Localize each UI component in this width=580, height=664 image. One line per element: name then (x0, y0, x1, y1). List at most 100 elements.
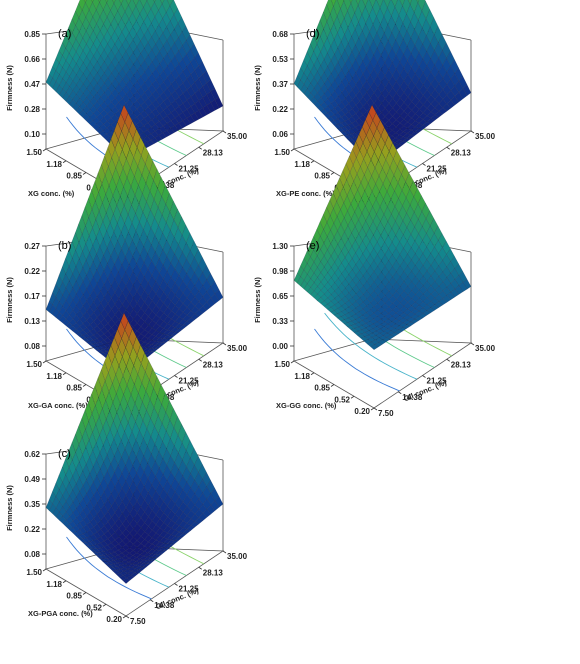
z-tick-label: 0.85 (24, 30, 40, 39)
y-tick-mark (150, 599, 154, 603)
x-tick-label: 1.18 (294, 372, 310, 381)
x-axis: 1.50 1.18 0.85 0.52 0.20 XG-PGA conc. (%) (26, 568, 127, 624)
base-contour-1 (314, 328, 400, 392)
panel-label: (e) (306, 240, 319, 252)
x-tick-label: 0.85 (66, 172, 82, 181)
x-tick-mark (42, 148, 47, 152)
x-tick-mark (62, 580, 67, 584)
z-axis: 1.30 0.98 0.65 0.33 0.00 Firmness (N) (253, 242, 294, 351)
z-tick-label: 0.08 (24, 342, 40, 351)
z-tick-label: 0.06 (272, 130, 288, 139)
z-tick-label: 0.27 (24, 242, 40, 251)
x-tick-mark (122, 615, 127, 619)
z-tick-label: 0.08 (24, 550, 40, 559)
z-tick-label: 0.37 (272, 80, 288, 89)
surface-e (293, 104, 472, 350)
y-tick-mark (398, 391, 402, 395)
z-tick-label: 0.00 (272, 342, 288, 351)
y-tick-label: 21.25 (179, 165, 200, 174)
y-tick-label: 21.25 (427, 165, 448, 174)
surface-a (45, 0, 224, 160)
z-tick-label: 0.35 (24, 500, 40, 509)
x-tick-mark (370, 407, 375, 411)
base-contour-1 (66, 536, 152, 600)
y-tick-label: 21.25 (179, 377, 200, 386)
z-tick-label: 0.62 (24, 450, 40, 459)
x-tick-label: 1.50 (274, 148, 290, 157)
x-tick-mark (290, 360, 295, 364)
x-tick-mark (42, 360, 47, 364)
surface-plot-a: (a) 0.85 0.66 0.47 0.28 0.10 Firmness (N) 1.50 1… (5, 0, 248, 206)
x-tick-label: 1.50 (274, 360, 290, 369)
x-tick-label: 1.50 (26, 568, 42, 577)
x-tick-label: 1.18 (46, 160, 62, 169)
y-tick-mark (446, 358, 450, 362)
y-axis-label: Oil conc. (%) (402, 378, 448, 404)
panel-label: (b) (58, 240, 71, 252)
y-tick-label: 35.00 (227, 552, 248, 561)
y-tick-label: 28.13 (203, 148, 224, 157)
y-tick-mark (422, 163, 426, 166)
x-tick-label: 1.18 (294, 160, 310, 169)
z-axis: 0.62 0.49 0.35 0.22 0.08 Firmness (N) (5, 450, 46, 559)
z-axis: 0.27 0.22 0.17 0.13 0.08 Firmness (N) (5, 242, 46, 351)
y-tick-label: 7.50 (130, 617, 146, 626)
x-tick-mark (82, 172, 87, 175)
x-tick-mark (330, 172, 335, 175)
z-axis-label: Firmness (N) (5, 277, 14, 323)
x-tick-mark (62, 372, 67, 376)
z-axis: 0.85 0.66 0.47 0.28 0.10 Firmness (N) (5, 30, 46, 139)
x-tick-mark (42, 568, 47, 572)
z-tick-label: 0.98 (272, 267, 288, 276)
z-axis: 0.68 0.53 0.37 0.22 0.06 Firmness (N) (253, 30, 294, 139)
y-tick-label: 28.13 (451, 148, 472, 157)
x-tick-mark (62, 160, 67, 164)
z-tick-label: 0.53 (272, 55, 288, 64)
y-tick-mark (470, 342, 475, 346)
x-tick-label: 0.85 (314, 384, 330, 393)
z-axis-label: Firmness (N) (5, 65, 14, 111)
y-tick-label: 28.13 (203, 360, 224, 369)
x-tick-label: 0.52 (334, 395, 350, 404)
x-tick-mark (82, 384, 87, 387)
z-tick-label: 0.47 (24, 80, 40, 89)
z-tick-label: 0.66 (24, 55, 40, 64)
z-axis-label: Firmness (N) (5, 485, 14, 531)
y-tick-label: 28.13 (451, 360, 472, 369)
y-tick-mark (198, 566, 202, 570)
z-tick-label: 0.13 (24, 317, 40, 326)
x-tick-label: 1.50 (26, 148, 42, 157)
x-tick-mark (310, 160, 315, 164)
x-tick-mark (330, 384, 335, 387)
x-axis-label: XG-GG conc. (%) (276, 401, 337, 410)
y-tick-mark (222, 550, 227, 554)
x-axis: 1.50 1.18 0.85 0.52 0.20 XG-GG conc. (%) (274, 360, 375, 416)
surface-plot-b: (b) 0.27 0.22 0.17 0.13 0.08 Firmness (N) 1.50 1… (5, 104, 248, 418)
z-tick-label: 0.65 (272, 292, 288, 301)
x-tick-label: 1.18 (46, 580, 62, 589)
x-tick-label: 1.18 (46, 372, 62, 381)
z-tick-label: 0.10 (24, 130, 40, 139)
x-axis-label: XG-GA conc. (%) (28, 401, 88, 410)
y-tick-label: 35.00 (227, 132, 248, 141)
x-axis-label: XG-PE conc. (%) (276, 189, 335, 198)
surface-c (45, 312, 224, 584)
panel-label: (d) (306, 28, 319, 40)
x-axis-label: XG-PGA conc. (%) (28, 609, 93, 618)
x-tick-mark (310, 372, 315, 376)
y-tick-label: 35.00 (475, 132, 496, 141)
z-axis-label: Firmness (N) (253, 65, 262, 111)
y-tick-label: 14.38 (154, 601, 175, 610)
y-tick-label: 21.25 (179, 585, 200, 594)
z-tick-label: 0.17 (24, 292, 40, 301)
surface-d (293, 0, 472, 167)
z-tick-label: 0.22 (24, 267, 40, 276)
y-tick-label: 7.50 (378, 409, 394, 418)
x-axis-label: XG conc. (%) (28, 189, 75, 198)
x-tick-label: 0.85 (66, 592, 82, 601)
y-tick-mark (174, 375, 178, 378)
y-tick-label: 28.13 (203, 568, 224, 577)
panel-label: (a) (58, 28, 71, 40)
